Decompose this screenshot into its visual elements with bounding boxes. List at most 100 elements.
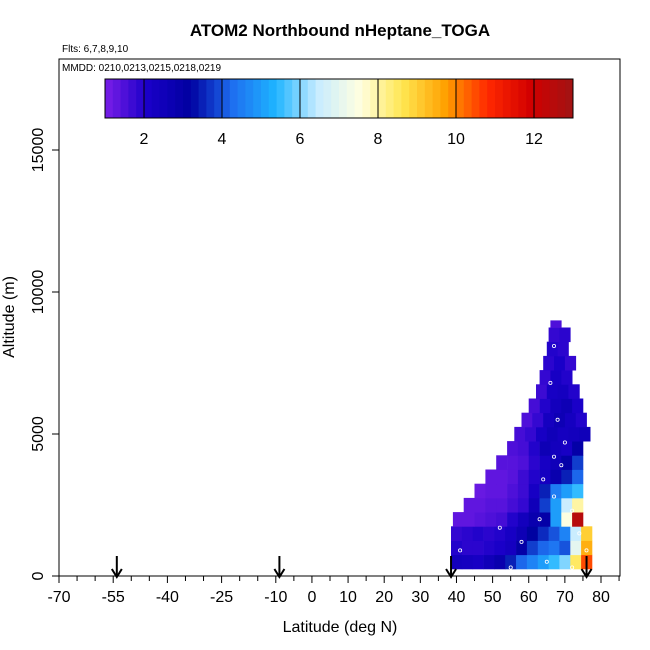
colorbar-segment	[370, 79, 379, 118]
heat-cell	[536, 426, 548, 442]
arrow-marker	[273, 556, 286, 579]
heat-cell	[550, 398, 562, 414]
colorbar-segment	[479, 79, 488, 118]
heat-cell	[494, 526, 506, 541]
colorbar-segment	[151, 79, 161, 118]
heat-cell	[539, 483, 551, 499]
heat-cell	[539, 512, 551, 527]
heat-cell	[528, 469, 540, 485]
heat-cell	[507, 441, 519, 456]
colorbar-segment	[206, 79, 215, 118]
heat-cell	[557, 384, 569, 399]
heat-cell	[550, 455, 562, 470]
arrow-marker	[580, 556, 593, 579]
arrow-head	[273, 568, 286, 579]
heat-cell	[483, 540, 495, 556]
x-tick-label: 80	[592, 589, 610, 606]
heat-cell	[451, 554, 463, 570]
heat-cell	[485, 469, 497, 485]
sample-point	[519, 539, 524, 544]
heat-cell	[526, 554, 539, 570]
heat-cell	[517, 441, 530, 456]
heat-cell	[561, 497, 573, 513]
heat-cell	[485, 512, 497, 527]
heat-cell	[526, 526, 539, 541]
heat-cell	[496, 512, 508, 527]
colorbar-segment	[518, 79, 527, 118]
colorbar-segment	[424, 79, 434, 118]
heat-cell	[548, 327, 560, 343]
plot-frame	[58, 58, 621, 577]
heat-cell	[474, 483, 486, 499]
colorbar-segment	[229, 79, 239, 118]
heat-cell	[548, 554, 560, 570]
heat-cell	[521, 412, 533, 428]
heat-cell	[474, 497, 486, 513]
heat-cell	[539, 398, 551, 414]
heat-cell	[517, 512, 530, 527]
arrow-head	[445, 568, 457, 579]
colorbar-segment	[565, 79, 574, 118]
heat-cell	[507, 455, 519, 470]
sample-point	[541, 477, 546, 482]
colorbar-segment	[112, 79, 122, 118]
colorbar-segment	[268, 79, 278, 118]
colorbar-tick-label: 10	[447, 131, 465, 148]
heat-cell	[507, 512, 519, 527]
sample-point	[552, 494, 557, 499]
heat-cell	[452, 512, 465, 527]
colorbar-segment	[401, 79, 410, 118]
arrow-head	[110, 568, 123, 579]
sample-markers	[458, 343, 589, 570]
colorbar-segment	[557, 79, 566, 118]
heat-cell	[485, 497, 497, 513]
sample-point	[570, 565, 575, 570]
heat-cell	[561, 370, 573, 385]
heat-cell	[496, 469, 508, 485]
x-tick-label: 40	[448, 589, 466, 606]
heat-cell	[451, 526, 463, 541]
x-tick-label: 30	[411, 589, 429, 606]
heat-cell	[543, 412, 555, 428]
heat-cell	[528, 441, 540, 456]
heat-cell	[581, 540, 593, 556]
colorbar-segment	[300, 79, 309, 118]
colorbar-segment	[456, 79, 465, 118]
heat-cell	[517, 455, 530, 470]
heat-cell	[561, 512, 573, 527]
heat-cell	[581, 526, 593, 541]
heat-cell	[539, 469, 551, 485]
colorbar-segment	[237, 79, 246, 118]
heat-cell	[539, 455, 551, 470]
heat-cell	[572, 469, 584, 485]
heat-cell	[572, 455, 584, 470]
colorbar-segment	[378, 79, 387, 118]
heat-cell	[537, 554, 549, 570]
heat-cell	[507, 469, 519, 485]
heat-cell	[546, 426, 558, 442]
colorbar-segment	[448, 79, 457, 118]
sample-point	[555, 417, 560, 422]
heat-cell	[539, 370, 551, 385]
heat-cell	[507, 497, 519, 513]
x-tick-label: -55	[102, 589, 125, 606]
sample-point	[552, 343, 557, 348]
x-tick-label: 20	[375, 589, 393, 606]
heat-cell	[496, 483, 508, 499]
heat-cell	[537, 526, 549, 541]
sample-point	[570, 508, 575, 513]
heat-cell	[463, 497, 475, 513]
heat-cell	[570, 554, 582, 570]
colorbar-segment	[432, 79, 441, 118]
heat-cell	[564, 355, 577, 371]
colorbar-tick-label: 6	[296, 131, 305, 148]
y-tick-label: 15000	[30, 128, 47, 173]
colorbar-tick-label: 2	[140, 131, 149, 148]
arrow-head	[580, 568, 593, 579]
colorbar-ticks: 2 4 6 8 10 12	[140, 79, 543, 148]
colorbar-segment	[510, 79, 519, 118]
heat-cell	[561, 441, 573, 456]
sample-point	[537, 517, 542, 522]
heat-cell	[483, 554, 495, 570]
